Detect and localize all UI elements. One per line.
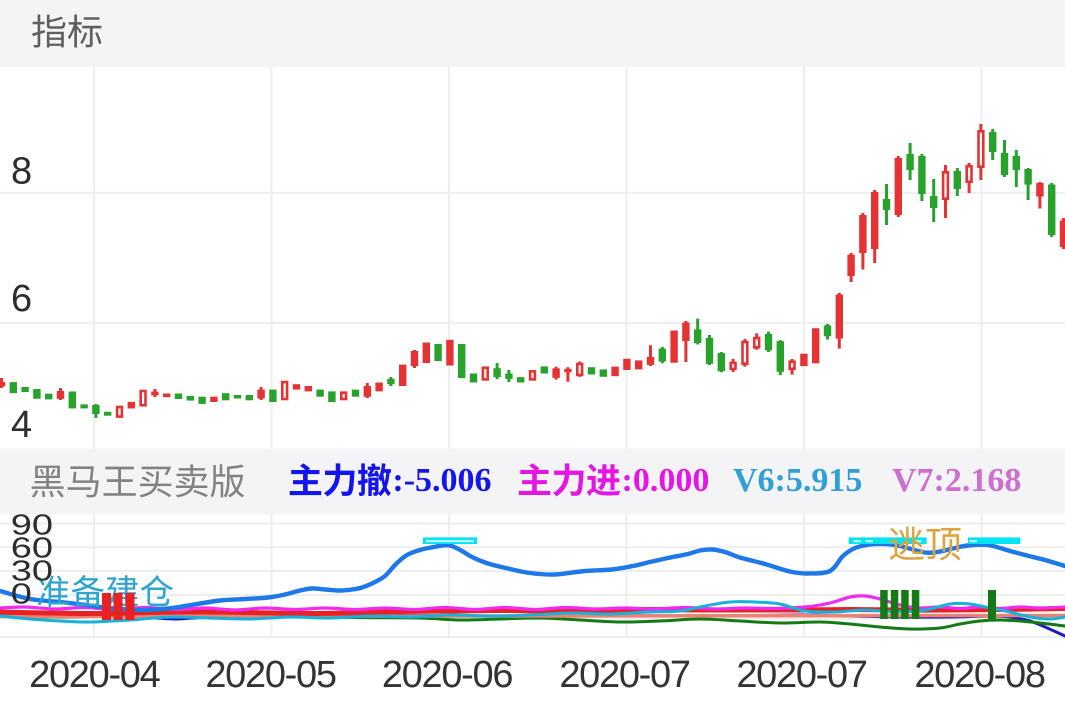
svg-text:2020-07: 2020-07 bbox=[559, 654, 690, 696]
svg-text:2020-08: 2020-08 bbox=[914, 654, 1045, 696]
svg-text:6: 6 bbox=[11, 278, 32, 320]
svg-text::-5.006: :-5.006 bbox=[392, 462, 491, 499]
svg-text:2020-04: 2020-04 bbox=[29, 654, 161, 696]
svg-text:60: 60 bbox=[11, 533, 53, 565]
svg-text:90: 90 bbox=[11, 510, 53, 542]
svg-text:2020-07: 2020-07 bbox=[736, 654, 867, 696]
svg-text:30: 30 bbox=[11, 556, 53, 588]
svg-text:2020-06: 2020-06 bbox=[382, 654, 513, 696]
svg-text:4: 4 bbox=[11, 404, 32, 446]
svg-text:V7:2.168: V7:2.168 bbox=[892, 462, 1021, 499]
svg-text:0: 0 bbox=[11, 579, 32, 611]
svg-text:8: 8 bbox=[11, 151, 32, 193]
svg-text:2020-05: 2020-05 bbox=[205, 654, 336, 696]
svg-text:V6:5.915: V6:5.915 bbox=[733, 462, 862, 499]
svg-text::0.000: :0.000 bbox=[622, 462, 710, 499]
